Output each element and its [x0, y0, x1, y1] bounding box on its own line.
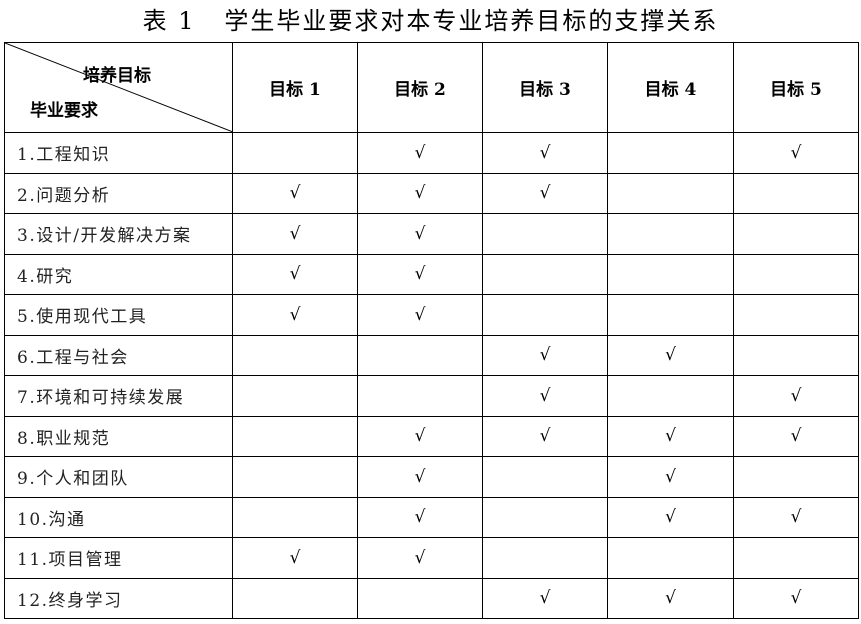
- check-mark-cell: √: [733, 132, 859, 174]
- table-row: 10.沟通 √ √ √: [4, 496, 859, 538]
- empty-cell: [232, 496, 358, 538]
- empty-cell: [733, 537, 859, 579]
- table-row: 9.个人和团队 √ √: [4, 456, 859, 498]
- check-mark-cell: √: [357, 415, 483, 457]
- check-mark-cell: √: [357, 253, 483, 295]
- check-mark-cell: √: [357, 213, 483, 255]
- empty-cell: [733, 213, 859, 255]
- check-mark-cell: √: [482, 415, 608, 457]
- check-mark-cell: √: [232, 253, 358, 295]
- requirement-label: 6.工程与社会: [4, 334, 233, 376]
- requirement-label: 12.终身学习: [4, 577, 233, 619]
- empty-cell: [607, 253, 734, 295]
- check-mark-cell: √: [232, 537, 358, 579]
- empty-cell: [357, 577, 483, 619]
- diagonal-divider: [5, 43, 233, 132]
- empty-cell: [482, 253, 608, 295]
- check-mark-cell: √: [482, 172, 608, 214]
- empty-cell: [733, 456, 859, 498]
- empty-cell: [232, 456, 358, 498]
- corner-label-goals: 培养目标: [83, 66, 151, 86]
- check-mark-cell: √: [482, 334, 608, 376]
- requirement-label: 7.环境和可持续发展: [4, 375, 233, 417]
- check-mark-cell: √: [357, 537, 483, 579]
- check-mark-cell: √: [357, 294, 483, 336]
- check-mark-cell: √: [607, 415, 734, 457]
- table-row: 3.设计/开发解决方案 √ √: [4, 213, 859, 255]
- header-row: 培养目标 毕业要求 目标 1 目标 2 目标 3 目标 4 目标 5: [4, 42, 859, 133]
- check-mark-cell: √: [232, 172, 358, 214]
- empty-cell: [607, 537, 734, 579]
- table-row: 8.职业规范 √ √ √ √: [4, 415, 859, 457]
- empty-cell: [232, 577, 358, 619]
- check-mark-cell: √: [607, 334, 734, 376]
- empty-cell: [482, 294, 608, 336]
- table-row: 5.使用现代工具 √ √: [4, 294, 859, 336]
- empty-cell: [232, 334, 358, 376]
- empty-cell: [607, 132, 734, 174]
- check-mark-cell: √: [232, 294, 358, 336]
- check-mark-cell: √: [357, 132, 483, 174]
- check-mark-cell: √: [733, 375, 859, 417]
- table-row: 1.工程知识 √ √ √: [4, 132, 859, 174]
- table-row: 11.项目管理 √ √: [4, 537, 859, 579]
- check-mark-cell: √: [733, 415, 859, 457]
- empty-cell: [607, 172, 734, 214]
- requirement-label: 8.职业规范: [4, 415, 233, 457]
- requirement-label: 2.问题分析: [4, 172, 233, 214]
- empty-cell: [232, 375, 358, 417]
- table-row: 12.终身学习 √ √ √: [4, 577, 859, 619]
- check-mark-cell: √: [482, 375, 608, 417]
- check-mark-cell: √: [357, 496, 483, 538]
- empty-cell: [357, 375, 483, 417]
- empty-cell: [482, 496, 608, 538]
- table-row: 6.工程与社会 √ √: [4, 334, 859, 376]
- check-mark-cell: √: [607, 456, 734, 498]
- empty-cell: [733, 294, 859, 336]
- corner-header-cell: 培养目标 毕业要求: [4, 42, 233, 133]
- empty-cell: [607, 213, 734, 255]
- table-row: 4.研究 √ √: [4, 253, 859, 295]
- empty-cell: [733, 334, 859, 376]
- support-matrix-table: 培养目标 毕业要求 目标 1 目标 2 目标 3 目标 4 目标 5 1.工程知…: [4, 42, 859, 619]
- requirement-label: 9.个人和团队: [4, 456, 233, 498]
- goal-header-3: 目标 3: [482, 42, 608, 133]
- empty-cell: [733, 172, 859, 214]
- empty-cell: [482, 456, 608, 498]
- check-mark-cell: √: [482, 132, 608, 174]
- requirement-label: 1.工程知识: [4, 132, 233, 174]
- requirement-label: 10.沟通: [4, 496, 233, 538]
- empty-cell: [232, 132, 358, 174]
- empty-cell: [607, 294, 734, 336]
- check-mark-cell: √: [232, 213, 358, 255]
- requirement-label: 4.研究: [4, 253, 233, 295]
- requirement-label: 5.使用现代工具: [4, 294, 233, 336]
- empty-cell: [232, 415, 358, 457]
- check-mark-cell: √: [482, 577, 608, 619]
- table-title: 表 1 学生毕业要求对本专业培养目标的支撑关系: [142, 7, 719, 35]
- check-mark-cell: √: [607, 496, 734, 538]
- goal-header-1: 目标 1: [232, 42, 358, 133]
- table-row: 2.问题分析 √ √ √: [4, 172, 859, 214]
- empty-cell: [357, 334, 483, 376]
- table-row: 7.环境和可持续发展 √ √: [4, 375, 859, 417]
- empty-cell: [607, 375, 734, 417]
- empty-cell: [733, 253, 859, 295]
- goal-header-2: 目标 2: [357, 42, 483, 133]
- check-mark-cell: √: [733, 496, 859, 538]
- goal-header-5: 目标 5: [733, 42, 859, 133]
- empty-cell: [482, 537, 608, 579]
- requirement-label: 11.项目管理: [4, 537, 233, 579]
- goal-header-4: 目标 4: [607, 42, 734, 133]
- check-mark-cell: √: [357, 172, 483, 214]
- corner-label-requirements: 毕业要求: [30, 101, 98, 121]
- check-mark-cell: √: [733, 577, 859, 619]
- requirement-label: 3.设计/开发解决方案: [4, 213, 233, 255]
- empty-cell: [482, 213, 608, 255]
- check-mark-cell: √: [607, 577, 734, 619]
- check-mark-cell: √: [357, 456, 483, 498]
